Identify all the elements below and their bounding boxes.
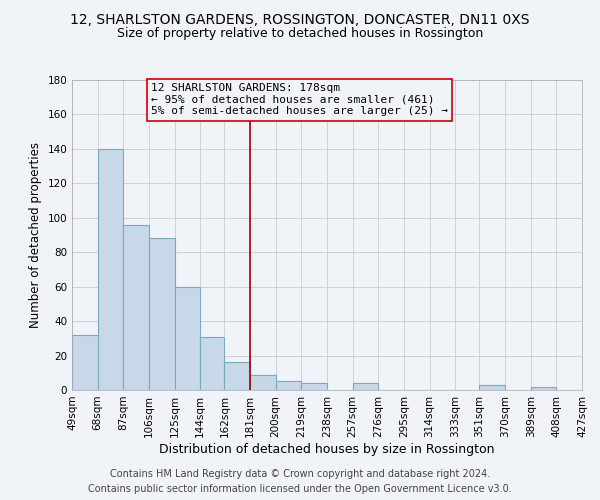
Bar xyxy=(123,224,149,390)
Text: 12 SHARLSTON GARDENS: 178sqm
← 95% of detached houses are smaller (461)
5% of se: 12 SHARLSTON GARDENS: 178sqm ← 95% of de… xyxy=(151,83,448,116)
Bar xyxy=(276,382,301,390)
X-axis label: Distribution of detached houses by size in Rossington: Distribution of detached houses by size … xyxy=(159,442,495,456)
Text: 12, SHARLSTON GARDENS, ROSSINGTON, DONCASTER, DN11 0XS: 12, SHARLSTON GARDENS, ROSSINGTON, DONCA… xyxy=(70,12,530,26)
Text: Contains HM Land Registry data © Crown copyright and database right 2024.
Contai: Contains HM Land Registry data © Crown c… xyxy=(88,469,512,494)
Bar xyxy=(98,149,123,390)
Bar xyxy=(479,385,505,390)
Bar xyxy=(531,386,556,390)
Bar xyxy=(353,383,378,390)
Bar xyxy=(200,336,224,390)
Bar xyxy=(149,238,175,390)
Bar xyxy=(224,362,250,390)
Y-axis label: Number of detached properties: Number of detached properties xyxy=(29,142,42,328)
Bar xyxy=(301,383,327,390)
Text: Size of property relative to detached houses in Rossington: Size of property relative to detached ho… xyxy=(117,28,483,40)
Bar xyxy=(175,286,200,390)
Bar xyxy=(72,335,98,390)
Bar xyxy=(250,374,276,390)
